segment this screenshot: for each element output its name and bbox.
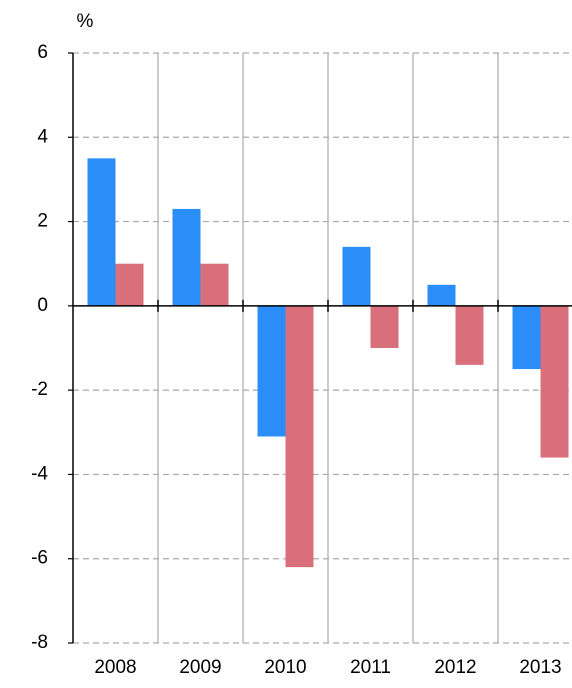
bar	[512, 305, 541, 370]
bar	[285, 305, 314, 568]
y-axis-label: %	[77, 11, 94, 32]
bar	[540, 305, 569, 458]
x-tick-label: 2011	[350, 657, 391, 678]
bar	[257, 305, 286, 437]
bar	[115, 263, 144, 306]
x-tick-label: 2013	[519, 657, 561, 678]
y-tick-label: 2	[37, 211, 48, 232]
x-tick-label: 2009	[179, 657, 221, 678]
bar	[200, 263, 229, 306]
y-tick-label: -2	[31, 379, 48, 400]
y-tick-label: 6	[37, 42, 48, 63]
x-tick-label: 2008	[94, 657, 136, 678]
bar	[342, 246, 371, 306]
y-tick-label: 4	[37, 126, 48, 147]
y-tick-label: -4	[31, 463, 48, 484]
bar	[370, 305, 399, 348]
bar	[455, 305, 484, 365]
y-tick-label: -6	[31, 548, 48, 569]
x-tick-label: 2012	[434, 657, 476, 678]
bar	[87, 158, 116, 306]
y-tick-label: -8	[31, 632, 48, 653]
bar	[427, 284, 456, 306]
y-tick-label: 0	[37, 295, 48, 316]
bar	[172, 208, 201, 306]
x-tick-label: 2010	[264, 657, 306, 678]
